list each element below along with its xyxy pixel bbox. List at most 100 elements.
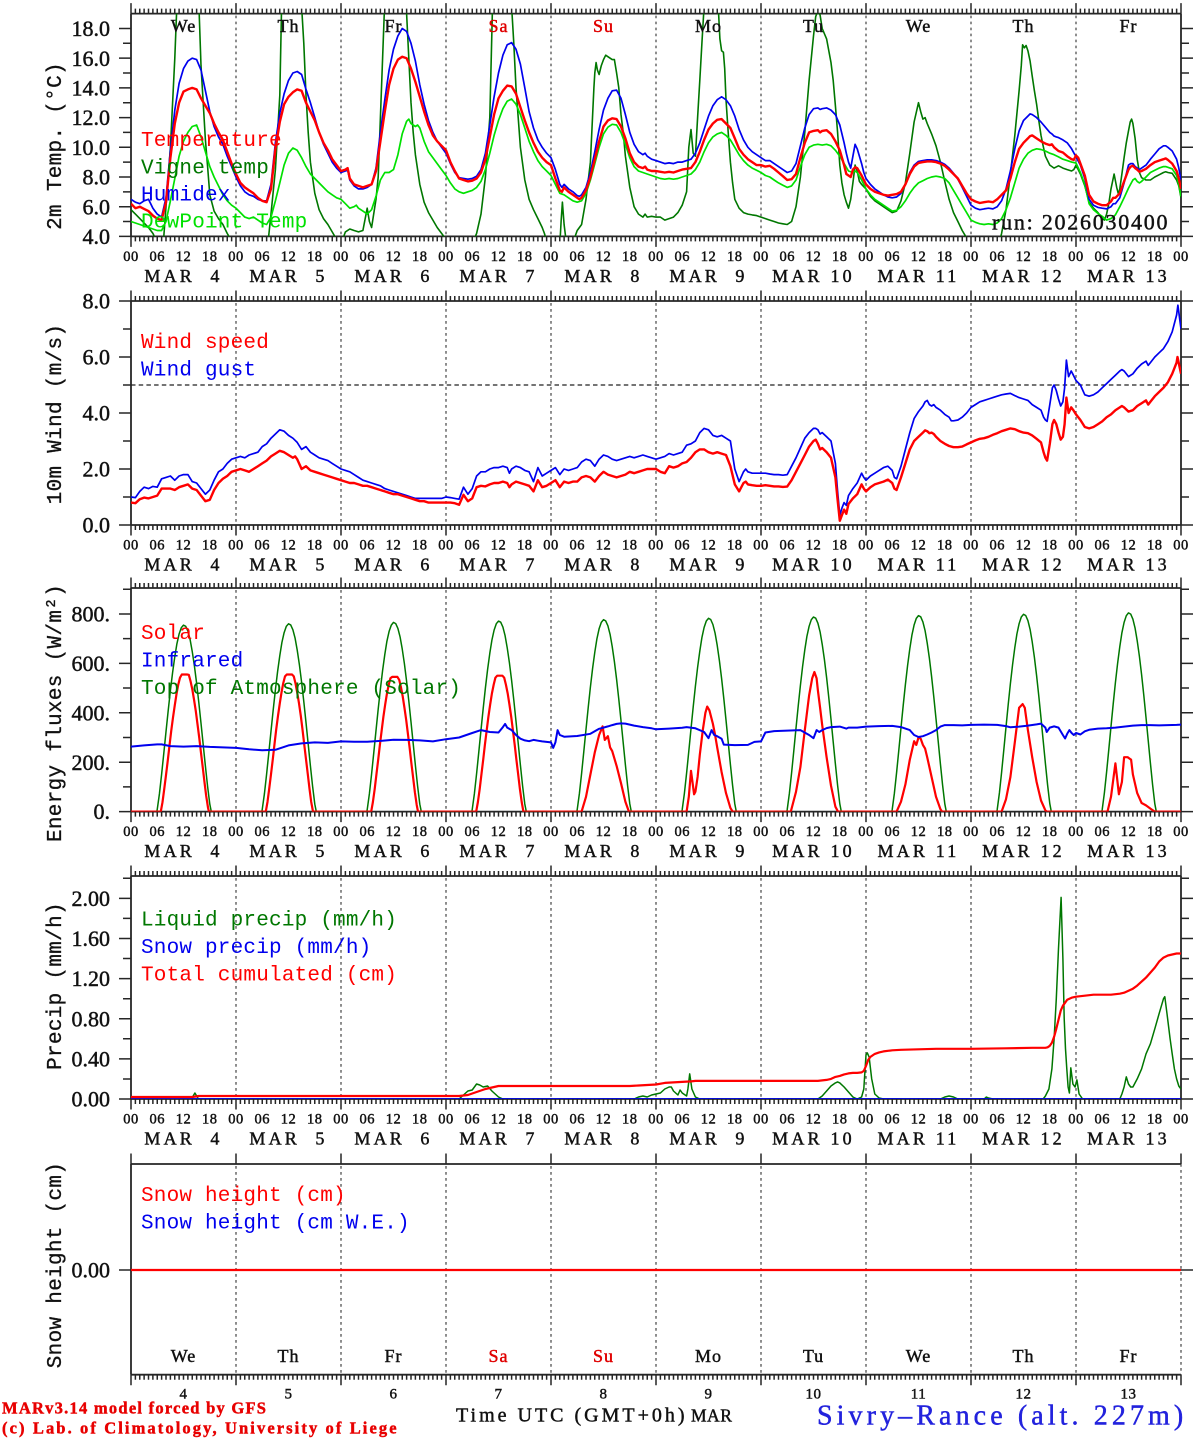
svg-text:00: 00 <box>543 537 559 553</box>
svg-text:18: 18 <box>937 1111 953 1127</box>
svg-text:00: 00 <box>543 249 559 265</box>
svg-text:00: 00 <box>123 249 139 265</box>
svg-text:00: 00 <box>648 249 664 265</box>
svg-text:18.0: 18.0 <box>72 16 111 41</box>
svg-text:06: 06 <box>149 824 165 840</box>
svg-text:18: 18 <box>1042 824 1058 840</box>
svg-text:12: 12 <box>806 249 822 265</box>
svg-text:12.0: 12.0 <box>72 105 111 130</box>
svg-text:00: 00 <box>438 824 454 840</box>
svg-text:200.: 200. <box>72 750 111 775</box>
svg-text:18: 18 <box>1147 824 1163 840</box>
svg-text:06: 06 <box>149 1111 165 1127</box>
svg-text:12: 12 <box>491 1111 507 1127</box>
svg-text:10: 10 <box>806 1387 822 1403</box>
svg-text:Sivry–Rance (alt. 227m): Sivry–Rance (alt. 227m) <box>817 1401 1187 1432</box>
svg-text:00: 00 <box>648 824 664 840</box>
svg-text:Top of Atmosphere (Solar): Top of Atmosphere (Solar) <box>141 678 461 701</box>
svg-text:0.: 0. <box>94 799 111 824</box>
svg-text:10m Wind (m/s): 10m Wind (m/s) <box>45 324 68 505</box>
svg-text:00: 00 <box>333 537 349 553</box>
svg-text:MAR 9: MAR 9 <box>669 1129 747 1149</box>
svg-text:Energy fluxes (W/m²): Energy fluxes (W/m²) <box>45 584 68 842</box>
svg-text:00: 00 <box>858 249 874 265</box>
svg-text:18: 18 <box>1042 249 1058 265</box>
svg-text:12: 12 <box>281 1111 297 1127</box>
svg-text:18: 18 <box>412 824 428 840</box>
svg-text:MAR 4: MAR 4 <box>144 266 222 286</box>
svg-text:Vigne temp: Vigne temp <box>141 158 269 181</box>
svg-text:12: 12 <box>596 537 612 553</box>
svg-text:0.80: 0.80 <box>72 1006 111 1031</box>
svg-text:MAR 9: MAR 9 <box>669 555 747 575</box>
svg-text:00: 00 <box>1173 1111 1189 1127</box>
svg-text:8: 8 <box>600 1387 608 1403</box>
svg-text:00: 00 <box>1068 824 1084 840</box>
svg-text:0.00: 0.00 <box>72 1087 111 1112</box>
svg-text:06: 06 <box>254 537 270 553</box>
svg-text:12: 12 <box>281 249 297 265</box>
svg-text:12: 12 <box>911 249 927 265</box>
svg-text:18: 18 <box>307 249 323 265</box>
svg-text:Sa: Sa <box>489 16 509 36</box>
svg-text:MAR 13: MAR 13 <box>1087 266 1170 286</box>
svg-text:06: 06 <box>569 537 585 553</box>
svg-text:06: 06 <box>989 824 1005 840</box>
svg-text:00: 00 <box>858 824 874 840</box>
svg-text:12: 12 <box>176 249 192 265</box>
svg-text:12: 12 <box>176 824 192 840</box>
svg-text:Th: Th <box>1013 1346 1035 1366</box>
svg-text:00: 00 <box>1173 249 1189 265</box>
svg-text:06: 06 <box>674 1111 690 1127</box>
svg-text:Fr: Fr <box>1119 16 1137 36</box>
svg-text:18: 18 <box>412 1111 428 1127</box>
svg-text:Tu: Tu <box>803 1346 824 1366</box>
svg-text:MAR 10: MAR 10 <box>772 841 855 861</box>
svg-text:06: 06 <box>779 1111 795 1127</box>
svg-text:(c) Lab. of Climatology, Unive: (c) Lab. of Climatology, University of L… <box>2 1419 399 1438</box>
svg-text:8.0: 8.0 <box>83 165 111 190</box>
svg-text:12: 12 <box>491 249 507 265</box>
svg-text:MAR 11: MAR 11 <box>877 841 959 861</box>
svg-text:1.60: 1.60 <box>72 926 111 951</box>
svg-text:00: 00 <box>1068 1111 1084 1127</box>
svg-text:14.0: 14.0 <box>72 76 111 101</box>
svg-text:00: 00 <box>123 824 139 840</box>
svg-text:06: 06 <box>779 537 795 553</box>
svg-text:18: 18 <box>517 249 533 265</box>
svg-text:06: 06 <box>884 537 900 553</box>
svg-text:12: 12 <box>386 249 402 265</box>
svg-text:16.0: 16.0 <box>72 46 111 71</box>
svg-text:Fr: Fr <box>384 16 402 36</box>
svg-text:12: 12 <box>491 537 507 553</box>
svg-text:06: 06 <box>464 249 480 265</box>
svg-text:00: 00 <box>753 1111 769 1127</box>
svg-text:18: 18 <box>727 249 743 265</box>
svg-text:06: 06 <box>779 824 795 840</box>
svg-text:MAR 12: MAR 12 <box>982 555 1065 575</box>
svg-text:18: 18 <box>832 537 848 553</box>
svg-text:06: 06 <box>464 537 480 553</box>
svg-text:400.: 400. <box>72 700 111 725</box>
svg-text:18: 18 <box>622 537 638 553</box>
svg-text:MAR 13: MAR 13 <box>1087 555 1170 575</box>
svg-text:MAR 11: MAR 11 <box>877 266 959 286</box>
svg-text:06: 06 <box>884 1111 900 1127</box>
svg-text:12: 12 <box>176 1111 192 1127</box>
svg-text:06: 06 <box>359 249 375 265</box>
svg-text:06: 06 <box>674 824 690 840</box>
svg-text:12: 12 <box>596 249 612 265</box>
svg-text:06: 06 <box>674 537 690 553</box>
svg-text:12: 12 <box>701 537 717 553</box>
svg-text:06: 06 <box>359 537 375 553</box>
svg-text:12: 12 <box>806 537 822 553</box>
svg-text:0.00: 0.00 <box>72 1258 111 1283</box>
svg-text:Tu: Tu <box>803 16 824 36</box>
svg-text:Snow precip (mm/h): Snow precip (mm/h) <box>141 937 371 960</box>
svg-text:00: 00 <box>333 824 349 840</box>
svg-text:12: 12 <box>701 1111 717 1127</box>
svg-text:18: 18 <box>832 1111 848 1127</box>
svg-text:MAR 7: MAR 7 <box>459 266 537 286</box>
svg-text:18: 18 <box>307 537 323 553</box>
svg-text:MAR 8: MAR 8 <box>564 555 642 575</box>
